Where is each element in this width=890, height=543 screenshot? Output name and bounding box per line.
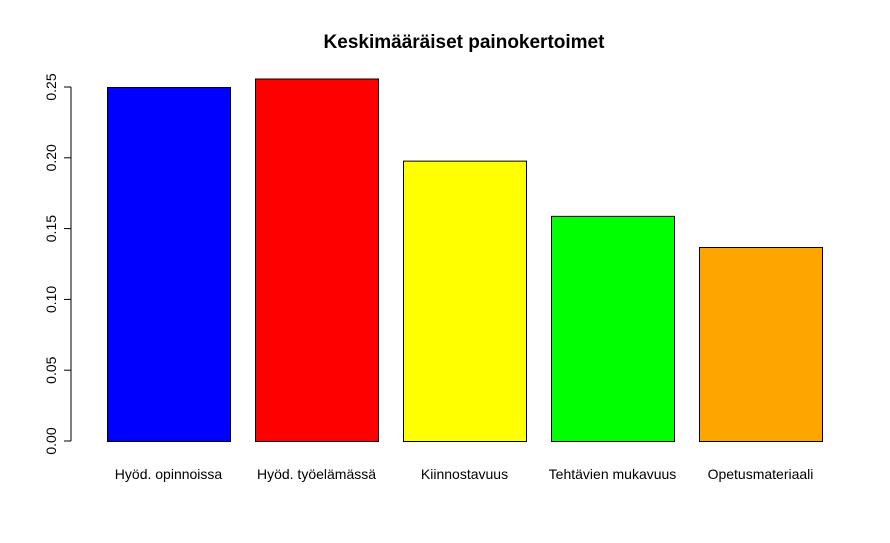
y-tick-label: 0.15 <box>43 215 59 242</box>
chart-title: Keskimääräiset painokertoimet <box>324 32 606 53</box>
bar <box>403 160 527 443</box>
y-tick-label: 0.20 <box>43 144 59 171</box>
bar <box>699 247 823 442</box>
bars <box>107 78 823 443</box>
bar <box>255 78 379 442</box>
y-axis: 0.00 0.05 0.10 0.15 0.20 0.25 <box>43 73 72 455</box>
bar <box>107 87 231 442</box>
y-tick-label: 0.10 <box>43 286 59 313</box>
y-tick-label: 0.25 <box>43 73 59 100</box>
x-axis-labels: Hyöd. opinnoissa Hyöd. työelämässä Kiinnos… <box>115 466 814 482</box>
x-category-label: Hyöd. opinnoissa <box>115 466 223 482</box>
y-tick-label: 0.00 <box>43 427 59 454</box>
x-category-label: Hyöd. työelämässä <box>257 466 376 482</box>
x-category-label: Tehtävien mukavuus <box>549 466 677 482</box>
bar <box>551 215 675 442</box>
y-tick-label: 0.05 <box>43 356 59 383</box>
x-category-label: Kiinnostavuus <box>421 466 508 482</box>
x-category-label: Opetusmateriaali <box>708 466 814 482</box>
